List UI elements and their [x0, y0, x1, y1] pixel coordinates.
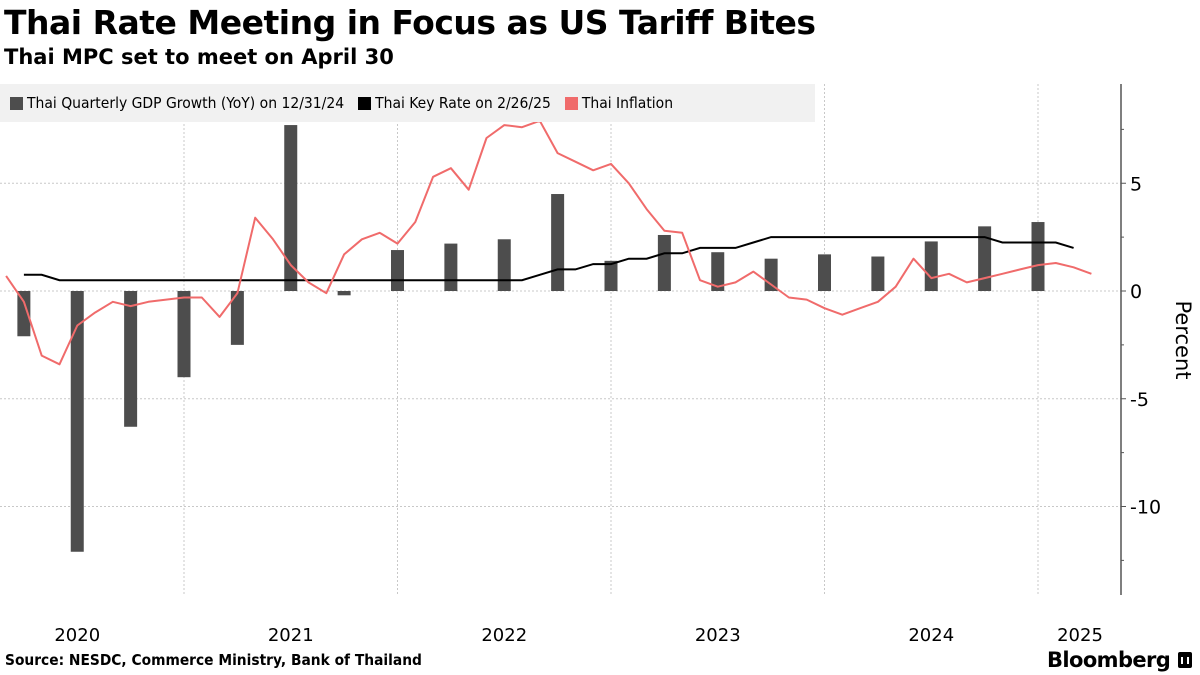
y-axis-title: Percent: [1171, 300, 1195, 379]
gdp-bar: [551, 194, 565, 291]
brand-name: Bloomberg: [1047, 648, 1171, 672]
gdp-bar: [711, 252, 725, 291]
legend-label-key-rate: Thai Key Rate on 2/26/25: [375, 94, 551, 112]
gdp-bar: [391, 250, 404, 291]
gdp-bar: [230, 291, 244, 345]
chart-subtitle: Thai MPC set to meet on April 30: [4, 45, 394, 69]
y-tick-label: -5: [1130, 389, 1149, 411]
gdp-bars: [17, 125, 1045, 552]
x-tick-label: 2023: [695, 625, 741, 646]
legend-item-key-rate: Thai Key Rate on 2/26/25: [358, 94, 551, 112]
x-axis-labels: 2020 2021 2022 2023 2024 2025: [54, 625, 1103, 646]
x-tick-label: 2022: [481, 625, 527, 646]
bloomberg-logo: Bloomberg: [1047, 648, 1193, 672]
gdp-bar: [444, 243, 458, 291]
chart-title: Thai Rate Meeting in Focus as US Tariff …: [4, 3, 816, 42]
legend-label-inflation: Thai Inflation: [581, 94, 674, 112]
legend-item-gdp: Thai Quarterly GDP Growth (YoY) on 12/31…: [10, 94, 344, 112]
x-tick-label: 2020: [54, 625, 100, 646]
y-tick-label: -10: [1130, 497, 1161, 519]
legend-label-gdp: Thai Quarterly GDP Growth (YoY) on 12/31…: [27, 94, 345, 112]
gdp-bar: [337, 291, 351, 296]
key-rate-line: [23, 236, 1074, 282]
legend-swatch-inflation: [564, 96, 578, 110]
x-tick-label: 2021: [268, 625, 314, 646]
inflation-line: [5, 119, 1092, 366]
gdp-bar: [177, 291, 191, 378]
gdp-bar: [924, 241, 938, 291]
y-axis: 5 0 -5 -10: [1120, 84, 1161, 595]
y-tick-label: 5: [1130, 173, 1142, 195]
source-note: Source: NESDC, Commerce Ministry, Bank o…: [5, 651, 422, 669]
legend-swatch-key-rate: [358, 96, 372, 110]
gdp-bar: [124, 291, 138, 427]
y-tick-label: 0: [1130, 281, 1142, 303]
series-lines: [5, 119, 1092, 366]
legend-swatch-gdp: [10, 96, 23, 110]
gdp-bar: [764, 258, 778, 291]
gdp-bar: [657, 234, 671, 291]
gdp-bar: [1031, 222, 1045, 291]
gdp-bar: [871, 256, 885, 291]
x-tick-label: 2024: [908, 625, 954, 646]
gridlines: [0, 84, 1121, 595]
bloomberg-chart-icon: [1178, 652, 1193, 668]
gdp-bar: [17, 291, 31, 337]
gdp-bar: [70, 291, 84, 552]
gdp-bar: [604, 260, 618, 291]
gdp-bar: [497, 239, 511, 291]
legend-item-inflation: Thai Inflation: [564, 94, 674, 112]
gdp-bar: [284, 125, 298, 291]
x-tick-label: 2025: [1057, 625, 1103, 646]
gdp-bar: [818, 254, 831, 291]
gdp-bar: [978, 226, 992, 291]
legend: Thai Quarterly GDP Growth (YoY) on 12/31…: [0, 84, 815, 122]
